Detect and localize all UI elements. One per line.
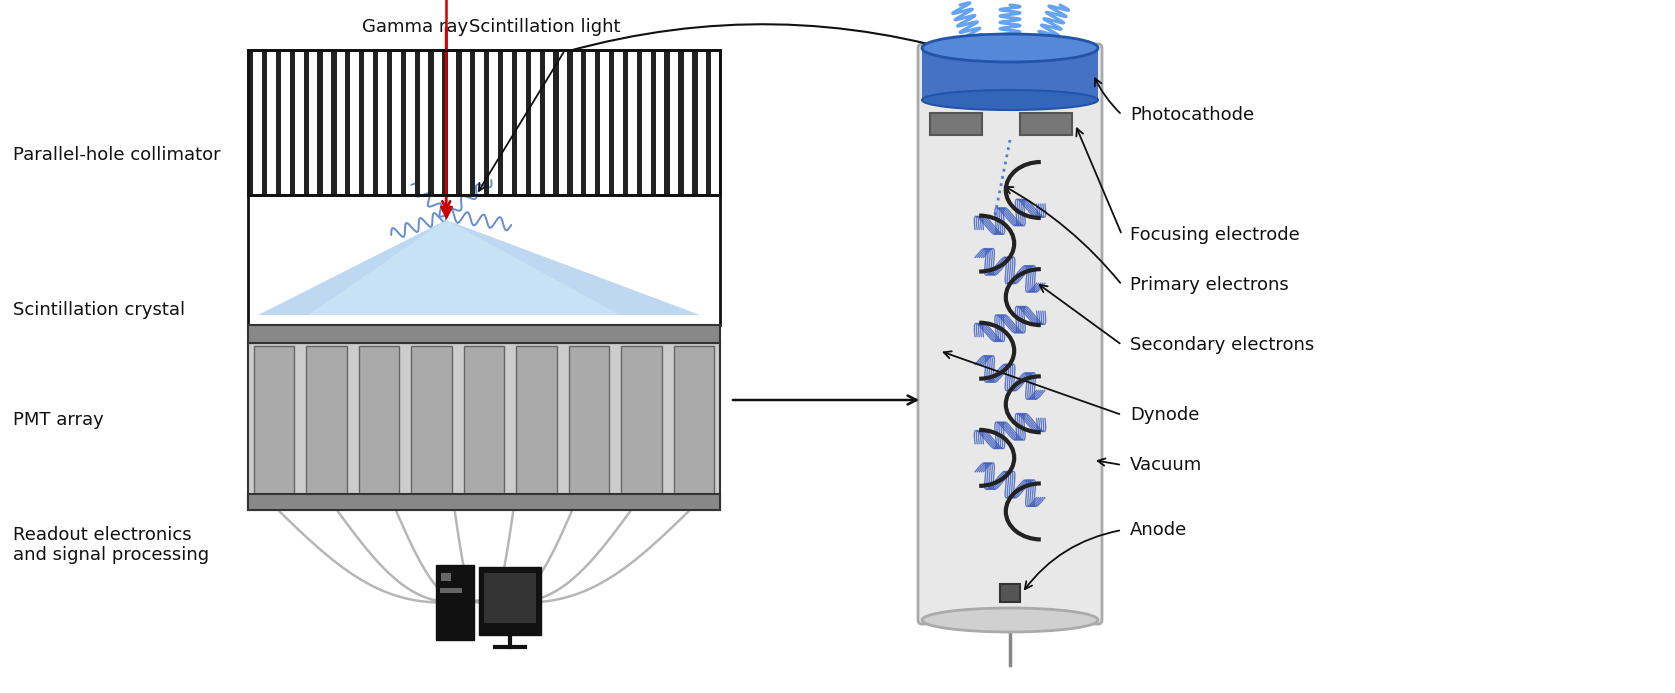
Bar [610, 50, 615, 195]
Bar [665, 50, 670, 195]
Bar [317, 50, 323, 195]
Text: Gamma ray: Gamma ray [362, 18, 467, 36]
Bar [513, 50, 518, 195]
Ellipse shape [921, 34, 1099, 62]
Bar [412, 346, 452, 505]
Bar [456, 50, 462, 195]
Bar [387, 50, 392, 195]
Bar [581, 50, 586, 195]
Bar [276, 50, 281, 195]
Bar [539, 50, 544, 195]
Bar [623, 50, 628, 195]
Text: Vacuum: Vacuum [1131, 456, 1203, 474]
Bar [464, 346, 504, 505]
Text: Primary electrons: Primary electrons [1131, 276, 1288, 294]
Text: PMT array: PMT array [13, 411, 104, 429]
Bar [484, 573, 536, 623]
Bar [441, 588, 462, 593]
Bar [374, 50, 379, 195]
Ellipse shape [921, 608, 1099, 632]
Bar [415, 50, 420, 195]
Bar [650, 50, 657, 195]
Bar [358, 50, 365, 195]
Bar [595, 50, 600, 195]
Bar [345, 50, 350, 195]
Bar [497, 50, 502, 195]
Text: Scintillation light: Scintillation light [469, 18, 621, 36]
Bar [441, 573, 451, 581]
Bar [358, 346, 399, 505]
Bar [290, 50, 295, 195]
Bar [248, 50, 720, 195]
Bar [261, 50, 266, 195]
Bar [484, 50, 489, 195]
Bar [471, 50, 476, 195]
Text: Readout electronics
and signal processing: Readout electronics and signal processin… [13, 525, 209, 564]
Text: Secondary electrons: Secondary electrons [1131, 336, 1315, 354]
Bar [636, 50, 642, 195]
Bar [516, 346, 556, 505]
Bar [707, 50, 712, 195]
Bar [307, 346, 347, 505]
Bar [921, 48, 1099, 100]
Bar [568, 50, 573, 195]
Bar [248, 494, 720, 510]
Bar [436, 565, 474, 640]
Text: Dynode: Dynode [1131, 406, 1199, 424]
Bar [400, 50, 405, 195]
Bar [248, 195, 720, 325]
Bar [1020, 113, 1072, 135]
Text: Photocathode: Photocathode [1131, 106, 1255, 124]
Bar [332, 50, 337, 195]
Bar [248, 343, 720, 510]
Polygon shape [258, 220, 700, 315]
Bar [930, 113, 982, 135]
Text: Parallel-hole collimator: Parallel-hole collimator [13, 146, 221, 164]
Bar [442, 50, 447, 195]
Bar [553, 50, 559, 195]
Bar [1000, 584, 1020, 602]
Bar [248, 50, 720, 195]
FancyBboxPatch shape [918, 44, 1102, 624]
Bar [255, 346, 295, 505]
Bar [678, 50, 683, 195]
Text: Scintillation crystal: Scintillation crystal [13, 301, 186, 319]
Bar [429, 50, 434, 195]
Polygon shape [308, 220, 620, 315]
Bar [248, 50, 253, 195]
Bar [303, 50, 308, 195]
Bar [479, 567, 541, 635]
Text: Anode: Anode [1131, 521, 1188, 539]
Bar [621, 346, 662, 505]
Bar [248, 325, 720, 343]
Bar [692, 50, 697, 195]
Ellipse shape [921, 90, 1099, 110]
Bar [570, 346, 610, 505]
Text: Focusing electrode: Focusing electrode [1131, 226, 1300, 244]
Bar [673, 346, 714, 505]
Bar [526, 50, 531, 195]
